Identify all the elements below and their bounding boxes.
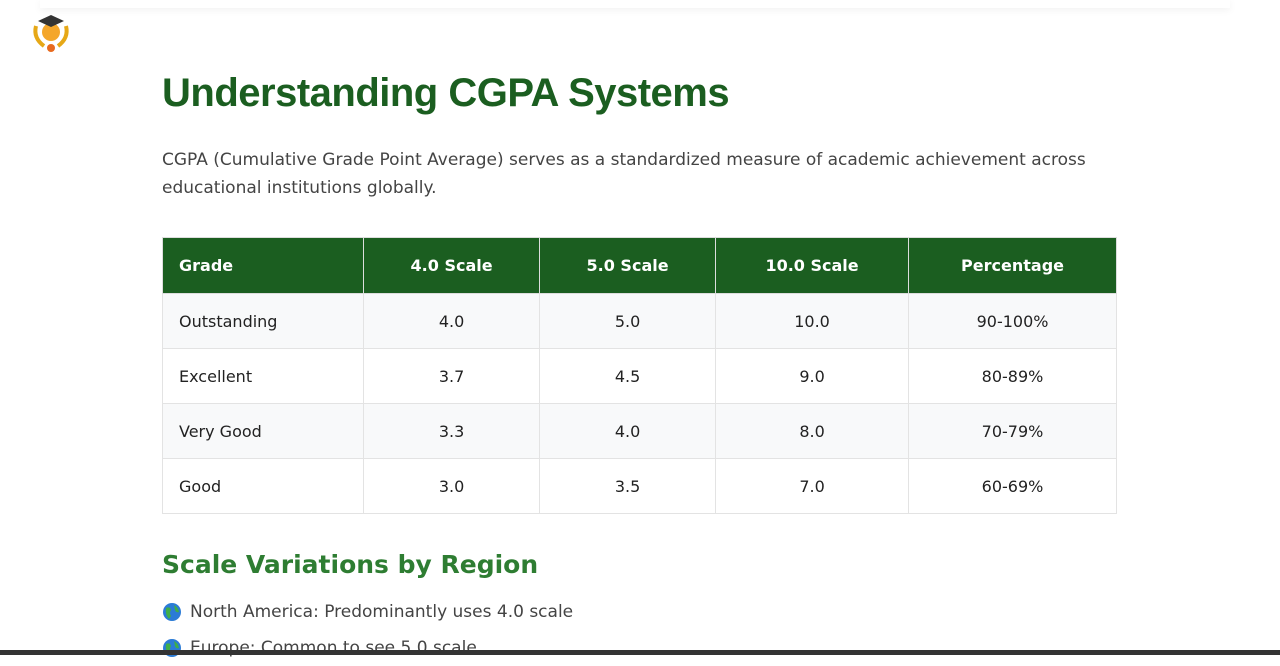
table-cell: 70-79% bbox=[908, 403, 1117, 459]
column-header: 10.0 Scale bbox=[715, 237, 910, 294]
logo[interactable] bbox=[30, 12, 72, 54]
table-row: Excellent 3.7 4.5 9.0 80-89% bbox=[161, 348, 1117, 404]
content: Understanding CGPA Systems CGPA (Cumulat… bbox=[161, 60, 1117, 666]
table-row: Good 3.0 3.5 7.0 60-69% bbox=[161, 458, 1117, 514]
column-header: Percentage bbox=[908, 237, 1117, 294]
table-cell: Very Good bbox=[161, 403, 365, 459]
page-title: Understanding CGPA Systems bbox=[162, 71, 730, 115]
bottom-bar bbox=[0, 650, 1280, 655]
table-cell: 8.0 bbox=[715, 403, 910, 459]
table-cell: 4.5 bbox=[539, 348, 717, 404]
table-cell: 3.3 bbox=[363, 403, 541, 459]
region-item: North America: Predominantly uses 4.0 sc… bbox=[162, 594, 1117, 630]
table-cell: 60-69% bbox=[908, 458, 1117, 514]
table-cell: 90-100% bbox=[908, 293, 1117, 349]
intro: CGPA (Cumulative Grade Point Average) se… bbox=[162, 150, 1086, 198]
globe-icon bbox=[163, 639, 181, 657]
region-text: North America: Predominantly uses 4.0 sc… bbox=[190, 602, 574, 622]
region-list: North America: Predominantly uses 4.0 sc… bbox=[162, 594, 1117, 666]
table-cell: 4.0 bbox=[539, 403, 717, 459]
region-item: Europe: Common to see 5.0 scale bbox=[162, 630, 1117, 666]
globe-icon bbox=[163, 603, 181, 621]
table-cell: Good bbox=[161, 458, 365, 514]
table-cell: 3.5 bbox=[539, 458, 717, 514]
table-row: Outstanding 4.0 5.0 10.0 90-100% bbox=[161, 293, 1117, 349]
table-cell: 3.7 bbox=[363, 348, 541, 404]
region-text: Europe: Common to see 5.0 scale bbox=[190, 638, 477, 658]
table-cell: 10.0 bbox=[715, 293, 910, 349]
column-header: 4.0 Scale bbox=[363, 237, 541, 294]
table-row: Very Good 3.3 4.0 8.0 70-79% bbox=[161, 403, 1117, 459]
table-cell: Outstanding bbox=[161, 293, 365, 349]
table-cell: 5.0 bbox=[539, 293, 717, 349]
table-cell: 9.0 bbox=[715, 348, 910, 404]
table-cell: Excellent bbox=[161, 348, 365, 404]
table-cell: 4.0 bbox=[363, 293, 541, 349]
section-title: Scale Variations by Region bbox=[162, 550, 539, 579]
table-cell: 3.0 bbox=[363, 458, 541, 514]
top-bar bbox=[40, 0, 1230, 8]
column-header: 5.0 Scale bbox=[539, 237, 717, 294]
table-cell: 80-89% bbox=[908, 348, 1117, 404]
table-cell: 7.0 bbox=[715, 458, 910, 514]
column-header: Grade bbox=[161, 237, 365, 294]
grade-table: Grade 4.0 Scale 5.0 Scale 10.0 Scale Percent… bbox=[161, 237, 1117, 514]
